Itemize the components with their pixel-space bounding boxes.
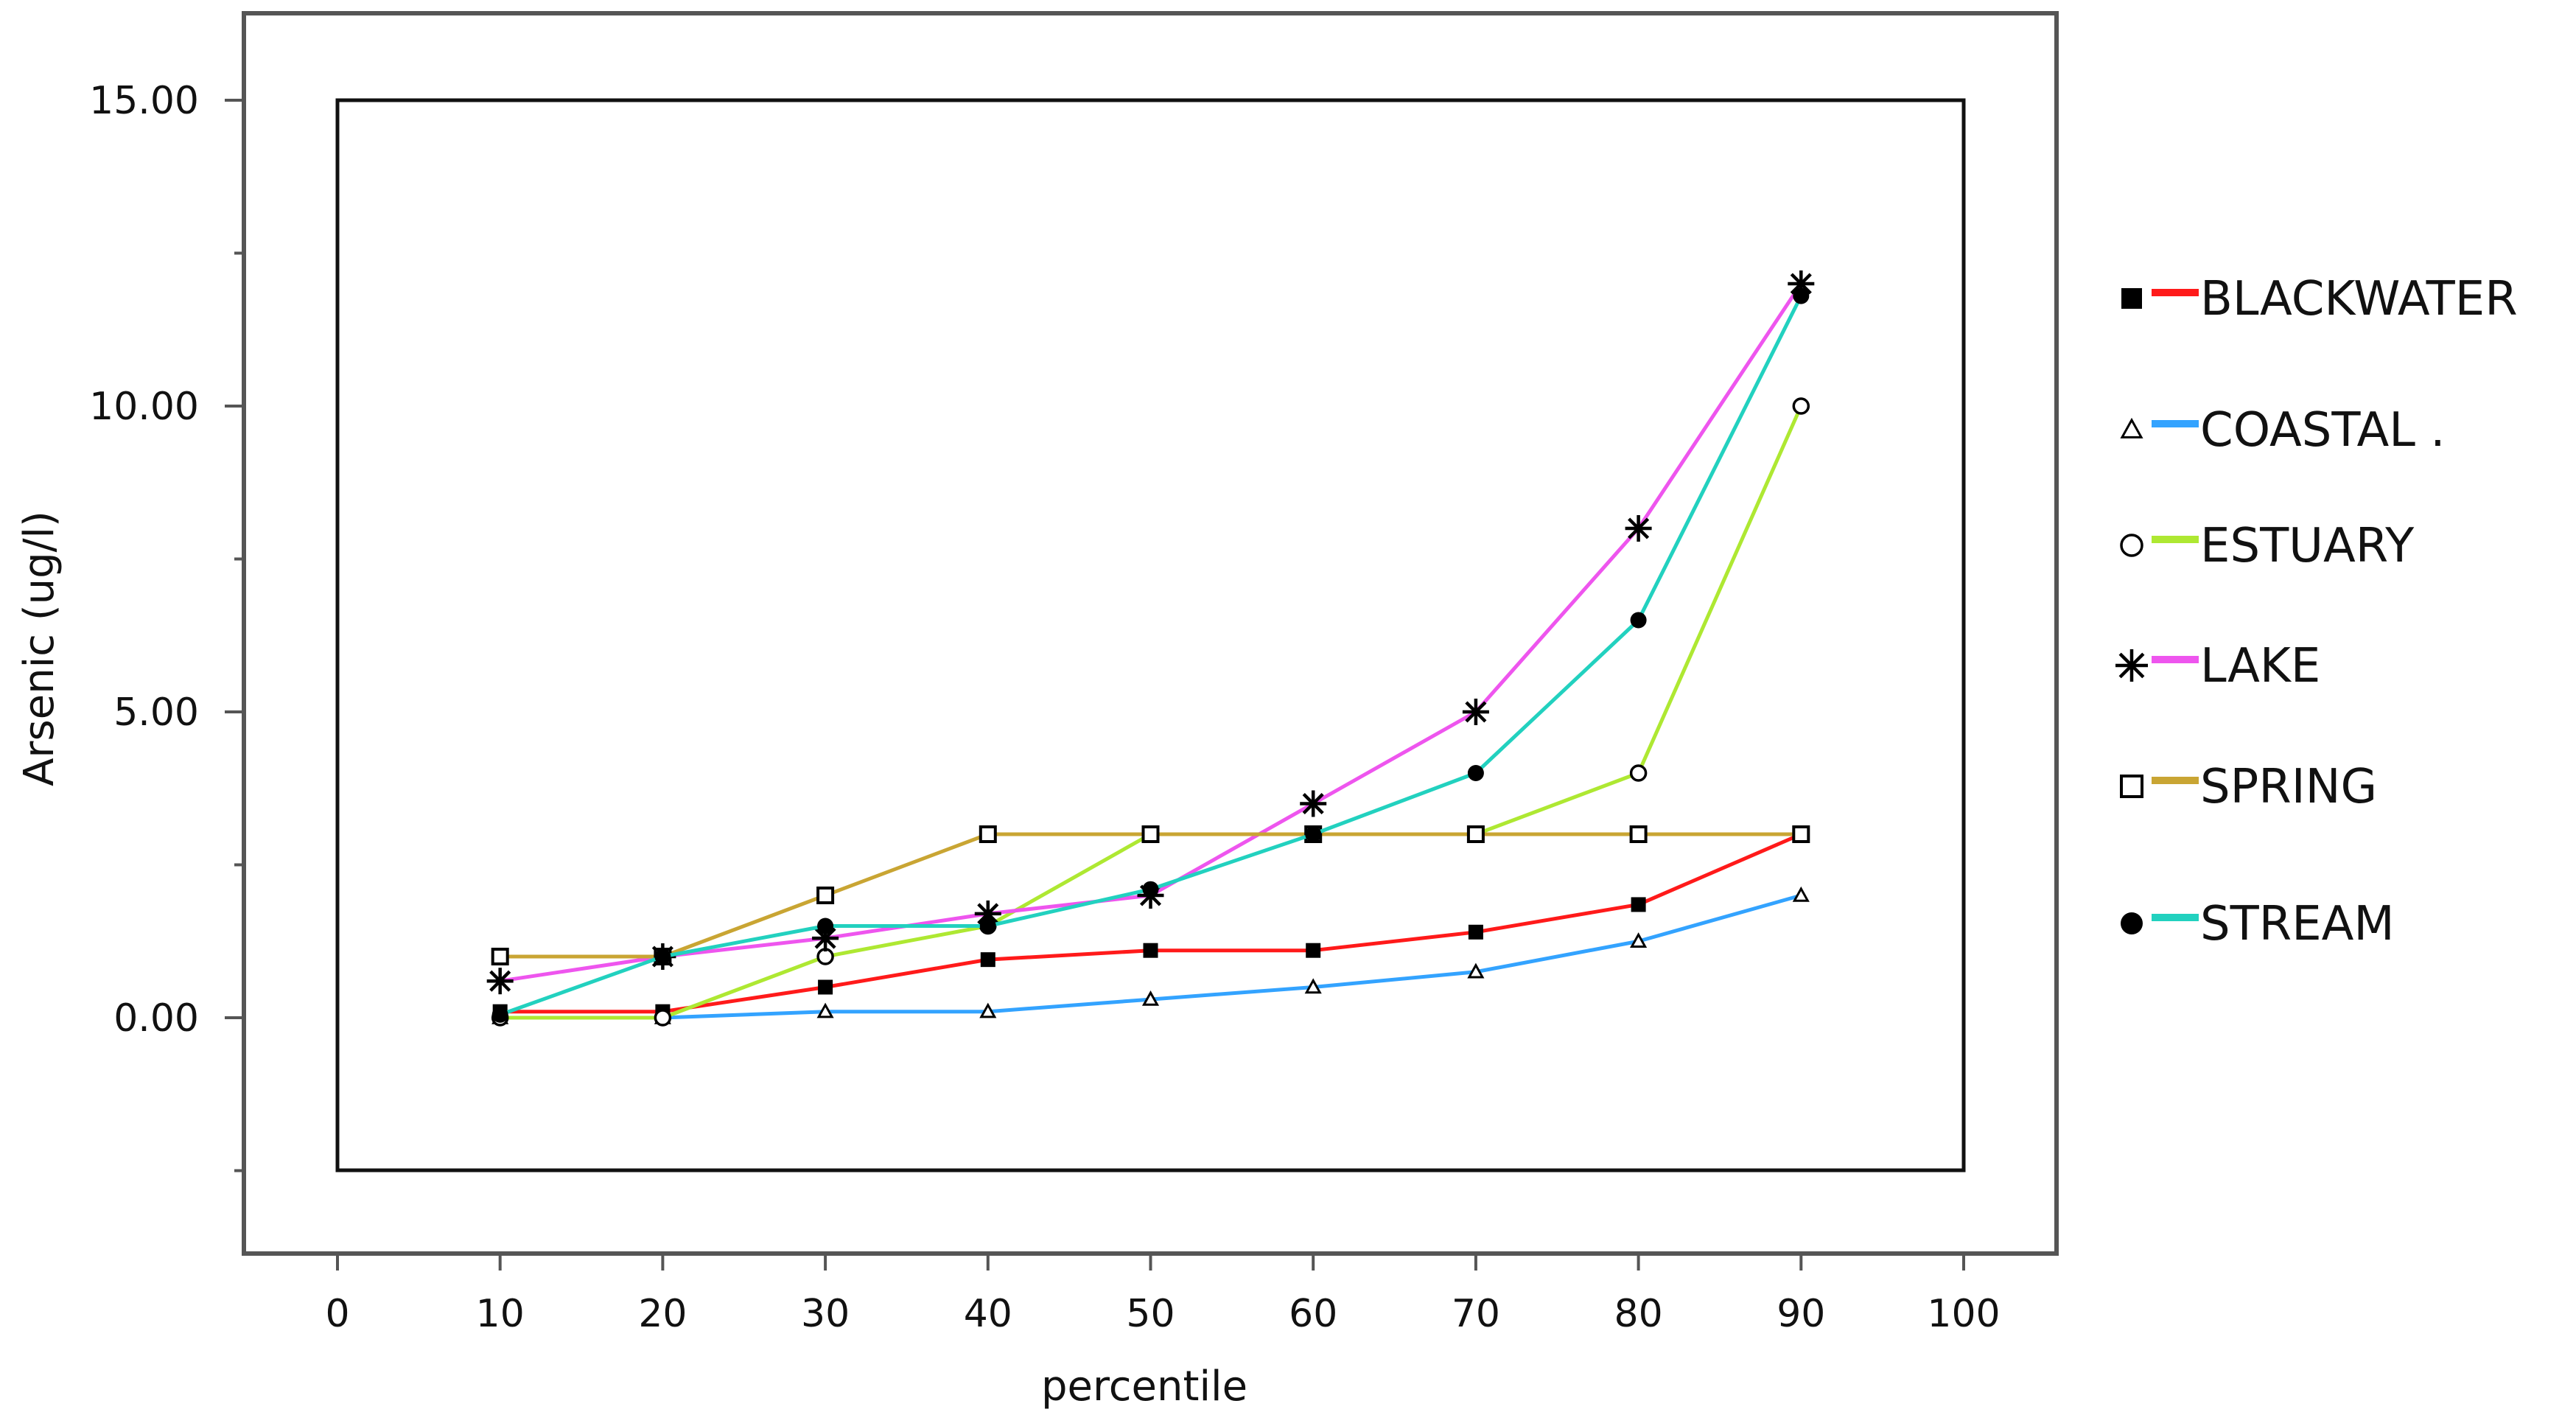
marker-filled-square: [818, 979, 833, 995]
legend-label: LAKE: [2200, 639, 2320, 693]
asterisk-stroke: [814, 927, 836, 949]
marker-open-square: [1141, 825, 1160, 843]
x-ticks: 0 10 20 30 40 50 60 70 80 90 100: [325, 1254, 2001, 1336]
marker-filled-circle: [817, 918, 834, 934]
marker-open-square: [1792, 825, 1810, 843]
marker-open-triangle: [979, 1002, 997, 1018]
x-tick-label: 20: [638, 1292, 687, 1336]
marker-open-triangle: [1467, 962, 1485, 979]
series-layer: [486, 270, 1815, 1027]
legend-label: BLACKWATER: [2200, 272, 2518, 326]
marker-open-square: [816, 887, 835, 904]
legend-item-lake: LAKE: [2115, 639, 2320, 693]
marker-open-triangle: [1304, 978, 1322, 994]
marker-filled-circle: [1142, 881, 1159, 898]
marker-open-circle: [2120, 534, 2143, 557]
legend: BLACKWATER COASTAL . ESTUARY LAKE SPRING STRE…: [2115, 272, 2518, 951]
x-tick-label: 80: [1614, 1292, 1663, 1336]
x-tick-label: 10: [476, 1292, 525, 1336]
asterisk-stroke: [977, 903, 999, 925]
y-axis-title: Arsenic (ug/l): [15, 511, 63, 786]
marker-asterisk: [486, 968, 514, 995]
marker-open-triangle: [816, 1002, 834, 1018]
marker-filled-circle: [1467, 765, 1484, 781]
legend-label: ESTUARY: [2200, 519, 2415, 573]
marker-filled-circle: [654, 948, 671, 965]
legend-item-stream: STREAM: [2121, 897, 2395, 951]
marker-open-circle: [1629, 764, 1648, 782]
legend-label: STREAM: [2200, 897, 2395, 951]
marker-filled-square: [2121, 288, 2142, 309]
x-tick-label: 70: [1452, 1292, 1500, 1336]
asterisk-stroke: [489, 970, 511, 992]
marker-asterisk: [1625, 515, 1652, 542]
y-tick-label: 10.00: [89, 385, 199, 429]
legend-label: COASTAL .: [2200, 403, 2446, 458]
x-tick-label: 50: [1126, 1292, 1175, 1336]
y-ticks: 15.00 10.00 5.00 0.00: [89, 79, 244, 1172]
marker-filled-circle: [1630, 612, 1647, 629]
marker-filled-square: [1468, 924, 1483, 940]
x-tick-label: 100: [1927, 1292, 2000, 1336]
y-tick-label: 15.00: [89, 79, 199, 123]
marker-filled-square: [1143, 943, 1158, 958]
marker-open-triangle: [2120, 417, 2143, 438]
marker-filled-circle: [491, 1006, 508, 1023]
legend-item-coastal: COASTAL .: [2120, 403, 2446, 458]
asterisk-stroke: [1465, 701, 1487, 723]
marker-asterisk: [1300, 790, 1327, 817]
asterisk-stroke: [1790, 273, 1812, 295]
x-tick-label: 30: [801, 1292, 850, 1336]
asterisk-stroke: [1302, 792, 1324, 815]
x-tick-label: 90: [1777, 1292, 1825, 1336]
marker-filled-circle: [1305, 826, 1322, 842]
marker-open-square: [979, 825, 997, 843]
x-tick-label: 0: [325, 1292, 349, 1336]
marker-open-triangle: [1792, 886, 1810, 902]
y-tick-label: 0.00: [113, 996, 199, 1041]
marker-open-circle: [654, 1009, 672, 1027]
marker-asterisk: [2115, 649, 2148, 682]
legend-item-blackwater: BLACKWATER: [2121, 272, 2518, 326]
marker-filled-circle: [979, 918, 996, 934]
x-tick-label: 60: [1289, 1292, 1337, 1336]
marker-filled-square: [1631, 897, 1646, 912]
marker-asterisk: [1788, 270, 1815, 297]
legend-label: SPRING: [2200, 760, 2377, 814]
marker-open-square: [1466, 825, 1485, 843]
legend-item-spring: SPRING: [2120, 760, 2377, 814]
marker-open-triangle: [1141, 990, 1160, 1006]
series-stream: [491, 287, 1810, 1023]
x-tick-label: 40: [964, 1292, 1012, 1336]
marker-open-square: [1629, 825, 1648, 843]
marker-asterisk: [1462, 699, 1489, 725]
marker-filled-circle: [2121, 912, 2143, 934]
legend-item-estuary: ESTUARY: [2120, 519, 2415, 573]
marker-filled-circle: [1793, 287, 1810, 304]
asterisk-stroke: [1628, 517, 1650, 539]
marker-asterisk: [812, 925, 839, 952]
marker-filled-square: [1306, 943, 1321, 958]
asterisk-stroke: [2118, 652, 2145, 679]
marker-open-square: [491, 948, 509, 965]
y-tick-label: 5.00: [113, 691, 199, 735]
x-axis-title: percentile: [1041, 1363, 1247, 1411]
marker-open-circle: [1792, 397, 1810, 415]
marker-open-triangle: [1630, 932, 1648, 948]
marker-open-square: [2120, 775, 2143, 798]
marker-filled-square: [980, 952, 995, 968]
